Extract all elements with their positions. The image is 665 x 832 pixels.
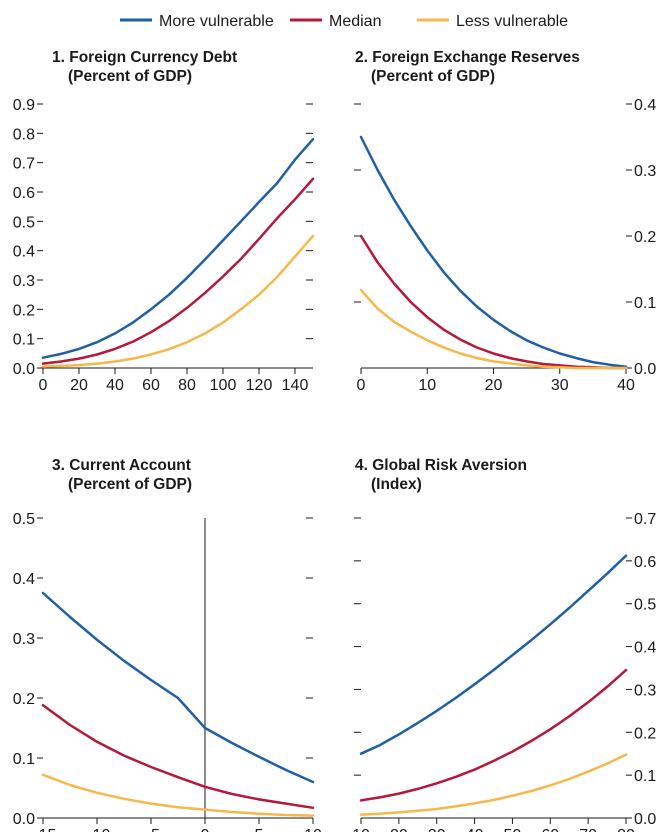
x-tick-label: 0 bbox=[39, 377, 48, 394]
legend-item-median: Median bbox=[290, 13, 381, 30]
y-tick-label: 0.6 bbox=[634, 554, 656, 571]
x-tick-label: 80 bbox=[617, 827, 635, 832]
x-tick-label: 120 bbox=[246, 377, 273, 394]
legend-label: More vulnerable bbox=[159, 13, 274, 30]
y-tick-label: 0.2 bbox=[13, 691, 35, 708]
x-tick-label: 50 bbox=[504, 827, 522, 832]
x-tick-label: –15 bbox=[30, 827, 57, 832]
y-tick-label: 0.0 bbox=[13, 811, 35, 828]
series-line-less-vulnerable bbox=[359, 288, 628, 370]
legend: More vulnerable Median Less vulnerable bbox=[120, 13, 568, 30]
y-tick-label: 0.3 bbox=[13, 631, 35, 648]
y-tick-label: 0.0 bbox=[634, 811, 656, 828]
x-tick-label: 30 bbox=[551, 377, 569, 394]
series-line-less-vulnerable bbox=[41, 234, 315, 368]
series-line-more-vulnerable bbox=[359, 135, 628, 368]
x-tick-label: 80 bbox=[178, 377, 196, 394]
x-tick-label: 0 bbox=[201, 827, 210, 832]
y-tick-label: 0.2 bbox=[13, 302, 35, 319]
y-tick-label: 0.0 bbox=[13, 361, 35, 378]
panel-current-account: 3. Current Account (Percent of GDP) –15 –… bbox=[13, 457, 322, 832]
x-tick-label: 100 bbox=[210, 377, 237, 394]
y-tick-label: 0.1 bbox=[634, 295, 656, 312]
x-tick-label: 30 bbox=[428, 827, 446, 832]
x-tick-label: 20 bbox=[390, 827, 408, 832]
series-line-median bbox=[41, 177, 315, 365]
x-tick-label: 140 bbox=[282, 377, 309, 394]
x-tick-label: 0 bbox=[357, 377, 366, 394]
y-tick-label: 0.4 bbox=[634, 640, 656, 657]
x-tick-label: 20 bbox=[70, 377, 88, 394]
panel-subtitle: (Percent of GDP) bbox=[68, 68, 192, 85]
y-tick-label: 0.7 bbox=[13, 156, 35, 173]
panel-title: 4. Global Risk Aversion bbox=[355, 457, 527, 474]
panel-foreign-exchange-reserves: 2. Foreign Exchange Reserves (Percent of… bbox=[354, 49, 656, 394]
panel-subtitle: (Percent of GDP) bbox=[68, 476, 192, 493]
series-line-median bbox=[41, 703, 315, 810]
x-tick-label: 5 bbox=[255, 827, 264, 832]
y-tick-label: 0.6 bbox=[13, 185, 35, 202]
y-tick-label: 0.0 bbox=[634, 361, 656, 378]
panel-global-risk-aversion: 4. Global Risk Aversion (Index) 10 20 30 40… bbox=[352, 457, 656, 832]
x-tick-label: 40 bbox=[617, 377, 635, 394]
x-tick-label: 60 bbox=[541, 827, 559, 832]
y-tick-label: 0.2 bbox=[634, 725, 656, 742]
x-tick-label: 10 bbox=[304, 827, 322, 832]
y-tick-label: 0.4 bbox=[634, 97, 656, 114]
y-tick-label: 0.3 bbox=[634, 682, 656, 699]
series-line-less-vulnerable bbox=[41, 773, 315, 817]
x-tick-label: 10 bbox=[418, 377, 436, 394]
y-tick-label: 0.5 bbox=[634, 597, 656, 614]
y-tick-label: 0.7 bbox=[634, 511, 656, 528]
x-tick-label: 40 bbox=[466, 827, 484, 832]
y-tick-label: 0.9 bbox=[13, 97, 35, 114]
y-tick-label: 0.1 bbox=[13, 332, 35, 349]
x-tick-label: 20 bbox=[485, 377, 503, 394]
y-tick-label: 0.5 bbox=[13, 214, 35, 231]
y-tick-label: 0.3 bbox=[634, 163, 656, 180]
series-line-median bbox=[359, 234, 628, 370]
x-tick-label: 60 bbox=[142, 377, 160, 394]
series-line-more-vulnerable bbox=[41, 591, 315, 784]
legend-label: Median bbox=[329, 13, 381, 30]
y-tick-label: 0.1 bbox=[13, 751, 35, 768]
series-line-less-vulnerable bbox=[359, 753, 628, 816]
x-tick-label: –5 bbox=[142, 827, 160, 832]
series-line-more-vulnerable bbox=[41, 137, 315, 359]
panel-subtitle: (Index) bbox=[371, 476, 422, 493]
y-tick-label: 0.8 bbox=[13, 126, 35, 143]
panel-title: 1. Foreign Currency Debt bbox=[52, 49, 237, 66]
series-line-more-vulnerable bbox=[359, 554, 628, 755]
x-tick-label: –10 bbox=[84, 827, 111, 832]
y-tick-label: 0.4 bbox=[13, 571, 35, 588]
y-tick-label: 0.1 bbox=[634, 768, 656, 785]
panel-title: 3. Current Account bbox=[52, 457, 191, 474]
panel-subtitle: (Percent of GDP) bbox=[371, 68, 495, 85]
x-tick-label: 40 bbox=[106, 377, 124, 394]
y-tick-label: 0.3 bbox=[13, 273, 35, 290]
panel-foreign-currency-debt: 1. Foreign Currency Debt (Percent of GDP… bbox=[13, 49, 315, 394]
legend-label: Less vulnerable bbox=[456, 13, 568, 30]
y-tick-label: 0.4 bbox=[13, 244, 35, 261]
legend-item-more-vulnerable: More vulnerable bbox=[120, 13, 274, 30]
x-tick-label: 10 bbox=[352, 827, 370, 832]
x-tick-label: 70 bbox=[579, 827, 597, 832]
legend-item-less-vulnerable: Less vulnerable bbox=[417, 13, 568, 30]
panel-title: 2. Foreign Exchange Reserves bbox=[355, 49, 580, 66]
series-line-median bbox=[359, 668, 628, 802]
y-tick-label: 0.2 bbox=[634, 229, 656, 246]
y-tick-label: 0.5 bbox=[13, 511, 35, 528]
